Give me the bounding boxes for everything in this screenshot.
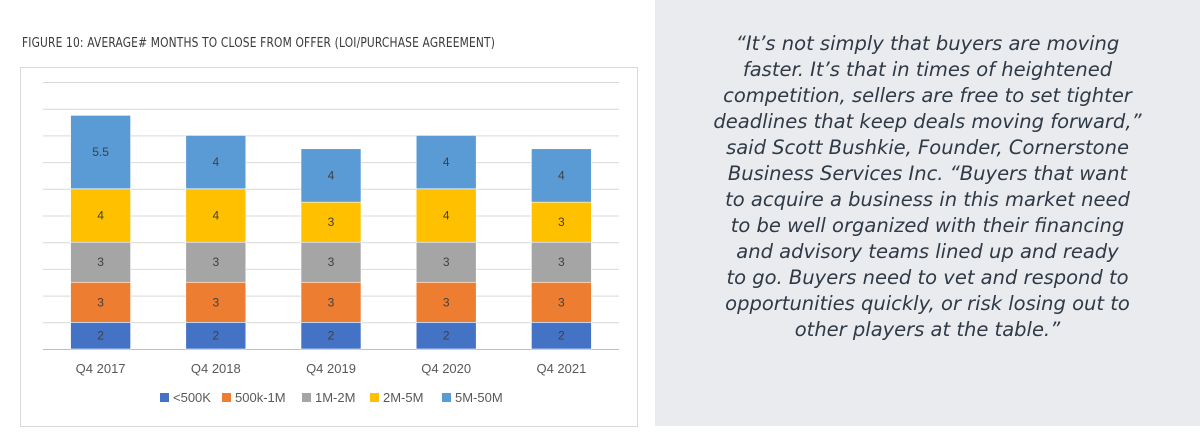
quote-line: other players at the table.”	[794, 318, 1061, 341]
data-label: 3	[443, 295, 450, 309]
data-label: 3	[212, 255, 219, 269]
data-label: 4	[212, 209, 219, 223]
data-label: 4	[328, 168, 335, 182]
bar-segment	[300, 281, 362, 323]
data-label: 3	[328, 255, 335, 269]
data-label: 4	[443, 155, 450, 169]
bar-segment	[70, 188, 131, 243]
bar-segment	[300, 322, 362, 350]
bar-segment	[531, 281, 592, 323]
legend-label: 1M-2M	[315, 390, 355, 405]
data-label: 2	[328, 329, 335, 343]
bar-segment	[531, 148, 592, 203]
x-tick-label: Q4 2020	[421, 361, 471, 376]
bar-segment	[415, 135, 477, 190]
bar-segment	[300, 148, 362, 203]
figure-title: FIGURE 10: AVERAGE# MONTHS TO CLOSE FROM…	[22, 36, 496, 51]
quote-text: “It’s not simply that buyers are moving …	[655, 31, 1200, 343]
legend-swatch	[160, 393, 169, 402]
bar-segment	[415, 322, 477, 350]
bar-segment	[70, 322, 131, 350]
quote-line: opportunities quickly, or risk losing ou…	[725, 292, 1130, 315]
bar-segment	[185, 241, 247, 283]
quote-line: to be well organized with their financin…	[730, 214, 1125, 237]
x-tick-label: Q4 2019	[306, 361, 356, 376]
quote-line: competition, sellers are free to set tig…	[723, 84, 1132, 107]
legend-label: 500k-1M	[235, 390, 286, 405]
bar-segment	[185, 188, 247, 243]
bar-segment	[70, 241, 131, 283]
data-label: 4	[212, 155, 219, 169]
legend-label: <500K	[173, 390, 211, 405]
bar-segment	[70, 115, 131, 190]
stacked-bar-chart: 2 3 3 4 5.5 Q4 2017 2 3 3 4 4 Q4 2018 2 3 3 3 4 Q4 2019 2 3…	[43, 82, 619, 405]
bar-segment	[531, 322, 592, 350]
data-label: 3	[97, 255, 104, 269]
bar-segment	[300, 241, 362, 283]
quote-line: faster. It’s that in times of heightened	[742, 58, 1113, 81]
quote-line: to acquire a business in this market nee…	[725, 188, 1130, 211]
data-label: 3	[97, 295, 104, 309]
legend-swatch	[302, 393, 311, 402]
data-label: 3	[443, 255, 450, 269]
quote-line: “It’s not simply that buyers are moving	[735, 32, 1120, 55]
data-label: 2	[97, 329, 104, 343]
data-label: 2	[212, 329, 219, 343]
quote-panel: “It’s not simply that buyers are moving …	[655, 0, 1200, 426]
chart-frame: 2 3 3 4 5.5 Q4 2017 2 3 3 4 4 Q4 2018 2 3 3 3 4 Q4 2019 2 3…	[20, 67, 638, 427]
data-label: 2	[443, 329, 450, 343]
legend-swatch	[370, 393, 379, 402]
data-label: 4	[558, 168, 565, 182]
bar-segment	[415, 241, 477, 283]
data-label: 5.5	[92, 145, 109, 159]
legend-swatch	[222, 393, 231, 402]
data-label: 2	[558, 329, 565, 343]
legend-label: 5M-50M	[455, 390, 503, 405]
x-tick-label: Q4 2021	[536, 361, 586, 376]
data-label: 3	[212, 295, 219, 309]
data-label: 3	[558, 295, 565, 309]
data-label: 3	[328, 215, 335, 229]
quote-line: to go. Buyers need to vet and respond to	[726, 266, 1129, 289]
bar-segment	[415, 188, 477, 243]
quote-line: deadlines that keep deals moving forward…	[713, 110, 1142, 133]
data-label: 3	[558, 255, 565, 269]
data-label: 3	[558, 215, 565, 229]
quote-line: said Scott Bushkie, Founder, Cornerstone	[726, 136, 1129, 159]
legend-label: 2M-5M	[383, 390, 423, 405]
x-tick-label: Q4 2017	[76, 361, 126, 376]
quote-line: Business Services Inc. “Buyers that want	[727, 162, 1128, 185]
quote-line: and advisory teams lined up and ready	[736, 240, 1119, 263]
bar-segment	[185, 135, 247, 190]
bar-segment	[70, 281, 131, 323]
bar-segment	[531, 241, 592, 283]
data-label: 3	[328, 295, 335, 309]
bar-segment	[531, 201, 592, 243]
data-label: 4	[443, 209, 450, 223]
data-label: 4	[97, 209, 104, 223]
legend-swatch	[442, 393, 451, 402]
x-tick-label: Q4 2018	[191, 361, 241, 376]
